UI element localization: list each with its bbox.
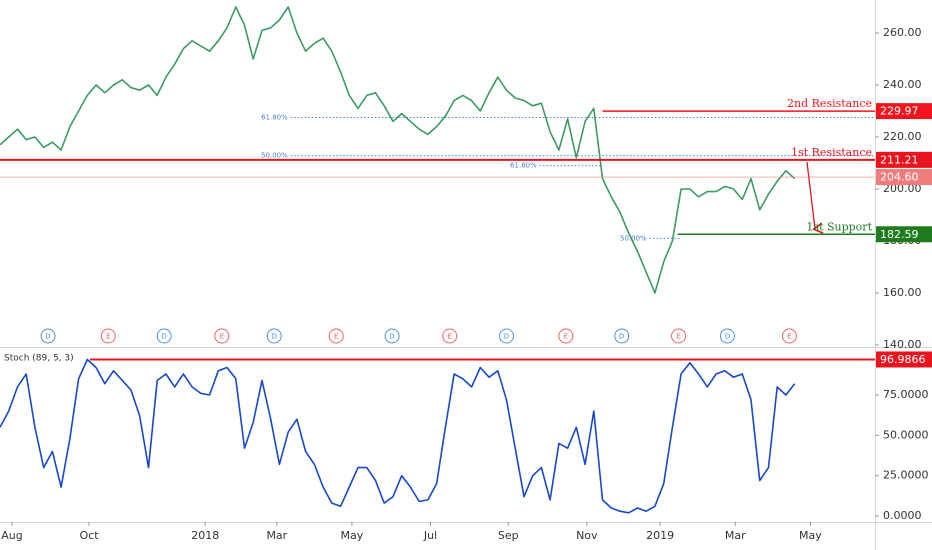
event-marker <box>40 328 56 344</box>
y-tick-label: 75.0000 <box>883 388 929 401</box>
event-letter: E <box>220 333 224 341</box>
event-letter: D <box>504 333 509 341</box>
fib-label: 61.80% <box>261 114 288 122</box>
event-marker <box>328 328 344 344</box>
x-tick-label: Aug <box>1 529 22 542</box>
series-line <box>0 358 796 514</box>
event-letter: E <box>564 333 568 341</box>
y-tick-label: 25.0000 <box>883 469 929 482</box>
indicator-title: Stoch (89, 5, 3) <box>4 354 74 364</box>
x-tick-label: Jul <box>423 529 437 542</box>
event-letter: E <box>106 333 110 341</box>
event-letter: D <box>389 333 394 341</box>
event-marker <box>781 328 797 344</box>
event-marker <box>266 328 282 344</box>
x-tick-label: May <box>799 529 822 542</box>
event-letter: E <box>676 333 680 341</box>
x-tick-label: 2018 <box>191 529 219 542</box>
x-tick-label: Sep <box>498 529 519 542</box>
level-label: 204.60 <box>880 171 919 184</box>
event-letter: E <box>334 333 338 341</box>
level-label: 182.59 <box>880 228 919 241</box>
y-tick-label: 260.00 <box>883 26 922 39</box>
event-letter: D <box>725 333 730 341</box>
x-tick-label: Oct <box>80 529 100 542</box>
event-letter: E <box>787 333 791 341</box>
fib-label: 50.00% <box>261 152 288 160</box>
x-tick-label: Mar <box>725 529 746 542</box>
level-box <box>876 169 932 186</box>
level-box <box>876 151 932 168</box>
fib-label: 61.80% <box>510 162 537 170</box>
x-tick-label: Mar <box>266 529 287 542</box>
event-letter: D <box>161 333 166 341</box>
event-letter: E <box>448 333 452 341</box>
level-text: 2nd Resistance <box>787 97 872 110</box>
level-label: 229.97 <box>880 105 919 118</box>
projection-arrow <box>806 161 815 229</box>
event-marker <box>614 328 630 344</box>
event-marker <box>442 328 458 344</box>
x-tick-label: 2019 <box>646 529 674 542</box>
event-letter: D <box>45 333 50 341</box>
y-tick-label: 0.0000 <box>883 509 922 522</box>
y-tick-label: 140.00 <box>883 338 922 351</box>
level-box <box>876 226 932 243</box>
level-box <box>876 351 932 368</box>
event-marker <box>498 328 514 344</box>
fib-label: 50.00% <box>620 234 647 242</box>
event-letter: D <box>272 333 277 341</box>
event-marker <box>719 328 735 344</box>
event-marker <box>671 328 687 344</box>
level-label: 211.21 <box>880 153 919 166</box>
y-tick-label: 240.00 <box>883 78 922 91</box>
y-tick-label: 220.00 <box>883 130 922 143</box>
level-box <box>876 103 932 120</box>
event-marker <box>558 328 574 344</box>
y-tick-label: 200.00 <box>883 182 922 195</box>
event-letter: D <box>619 333 624 341</box>
series-line <box>0 6 796 294</box>
event-marker <box>156 328 172 344</box>
level-label: 96.9866 <box>880 353 926 366</box>
level-text: 1st Resistance <box>791 146 872 159</box>
x-tick-label: Nov <box>576 529 598 542</box>
x-tick-label: May <box>341 529 364 542</box>
event-marker <box>384 328 400 344</box>
y-tick-label: 50.0000 <box>883 428 929 441</box>
y-tick-label: 160.00 <box>883 286 922 299</box>
level-text: 1st Support <box>806 220 872 233</box>
event-marker <box>100 328 116 344</box>
event-marker <box>214 328 230 344</box>
